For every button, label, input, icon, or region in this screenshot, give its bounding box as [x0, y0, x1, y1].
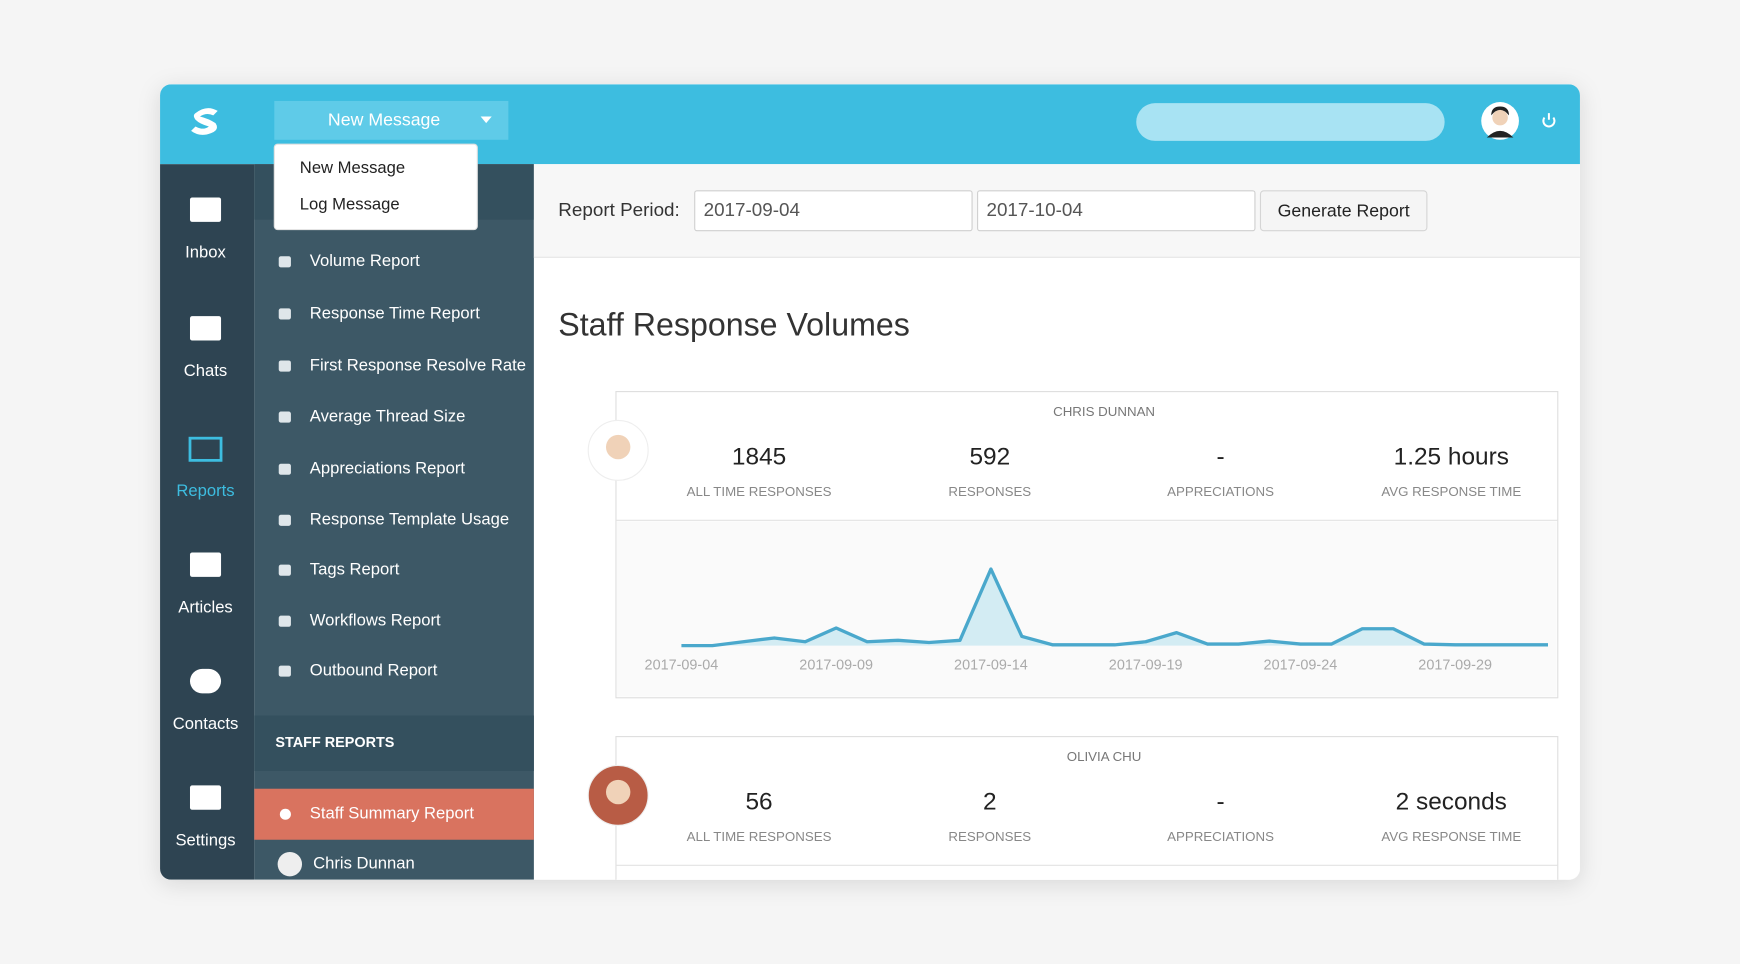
- section-heading: STAFF REPORTS: [275, 735, 394, 751]
- nav-label[interactable]: Settings: [175, 830, 235, 849]
- nav-icon[interactable]: [189, 785, 222, 810]
- stat-label: RESPONSES: [948, 484, 1031, 499]
- stat-label: AVG RESPONSE TIME: [1381, 829, 1521, 844]
- dropdown-items: New Message Log Message: [300, 158, 405, 214]
- menu-icon: [278, 411, 291, 423]
- stat-value: 56: [745, 789, 772, 816]
- stat-value: -: [1216, 789, 1224, 816]
- menu-item[interactable]: Response Template Usage: [310, 510, 509, 529]
- menu-icon: [278, 665, 291, 677]
- nav-label[interactable]: Articles: [178, 597, 233, 616]
- staff-menu-item[interactable]: Chris Dunnan: [313, 854, 415, 873]
- nav-icon[interactable]: [189, 197, 222, 222]
- nav-label[interactable]: Chats: [184, 361, 227, 380]
- end-date-input[interactable]: [977, 190, 1256, 232]
- avatar-face: [1492, 109, 1508, 126]
- app: Report Period: 2017-09-04 2017-10-04 Gen…: [160, 84, 1580, 880]
- menu-item[interactable]: Average Thread Size: [310, 406, 466, 425]
- stat-label: APPRECIATIONS: [1167, 484, 1274, 499]
- cards: CHRIS DUNNAN 1845 ALL TIME RESPONSES 592 RES…: [587, 391, 1559, 880]
- avatar-hair: [1491, 106, 1509, 116]
- stat-value: 1845: [732, 444, 786, 471]
- menu-item[interactable]: Outbound Report: [310, 661, 438, 680]
- stat-label: ALL TIME RESPONSES: [687, 484, 832, 499]
- compose-label[interactable]: New Message: [328, 110, 441, 130]
- stat-value: 592: [969, 444, 1010, 471]
- staff-card: [615, 736, 1559, 880]
- page-title: Staff Response Volumes: [558, 307, 910, 343]
- power-icon[interactable]: [1542, 113, 1556, 128]
- stat-value: 1.25 hours: [1394, 444, 1509, 471]
- menu-item[interactable]: Appreciations Report: [310, 459, 466, 478]
- dropdown-item[interactable]: New Message: [300, 158, 405, 177]
- x-tick-label: 2017-09-24: [1264, 657, 1338, 673]
- stat-value: 2: [983, 789, 997, 816]
- menu-icon: [278, 564, 291, 576]
- generate-button[interactable]: [1259, 190, 1428, 232]
- menu-icon: [278, 360, 291, 372]
- nav-icon[interactable]: [188, 436, 223, 462]
- stat-label: ALL TIME RESPONSES: [687, 829, 832, 844]
- nav-icon[interactable]: [189, 668, 222, 694]
- avatar-body: [1486, 130, 1514, 138]
- stat-label: RESPONSES: [948, 829, 1031, 844]
- menu-avatar: [277, 851, 303, 877]
- staff-name: CHRIS DUNNAN: [1053, 404, 1155, 419]
- x-tick-label: 2017-09-14: [954, 657, 1028, 673]
- menu-item[interactable]: Tags Report: [310, 560, 400, 579]
- nav-label[interactable]: Reports: [176, 481, 234, 500]
- chart-line: [681, 567, 1549, 648]
- menu-icon: [278, 308, 291, 320]
- menu-icon: [278, 463, 291, 475]
- staff-avatar-face: [605, 779, 631, 805]
- stat-label: AVG RESPONSE TIME: [1381, 484, 1521, 499]
- stat-label: APPRECIATIONS: [1167, 829, 1274, 844]
- x-tick-label: 2017-09-04: [645, 657, 719, 673]
- menus: Inbox Chats Reports Articles Contacts Setting…: [173, 197, 526, 877]
- menu-icon: [278, 514, 291, 526]
- stat-value: 2 seconds: [1396, 789, 1507, 816]
- staff-menu-item[interactable]: Staff Summary Report: [310, 804, 475, 823]
- menu-icon: [278, 615, 291, 627]
- chart-area: [617, 521, 1557, 697]
- x-tick-label: 2017-09-09: [799, 657, 873, 673]
- staff-avatar-face: [605, 434, 631, 460]
- stat-value: -: [1216, 444, 1224, 471]
- menu-item[interactable]: Response Time Report: [310, 303, 480, 322]
- staff-section-band: [254, 715, 534, 771]
- dropdown-item[interactable]: Log Message: [300, 195, 400, 214]
- menu-icon: [279, 808, 291, 820]
- search-bar[interactable]: [1136, 103, 1445, 141]
- active-menu-item[interactable]: [254, 788, 534, 840]
- logo: [191, 108, 218, 135]
- compose-dropdown: [273, 143, 478, 231]
- period-label: Report Period:: [558, 199, 680, 220]
- nav-icon[interactable]: [189, 552, 222, 577]
- nav-icon[interactable]: [189, 316, 222, 341]
- dropdown-caret[interactable]: [480, 116, 492, 124]
- staff-name: OLIVIA CHU: [1067, 749, 1142, 764]
- menu-item[interactable]: First Response Resolve Rate: [310, 355, 526, 374]
- nav-label[interactable]: Contacts: [173, 714, 239, 733]
- nav-label[interactable]: Inbox: [185, 242, 226, 261]
- compose-button[interactable]: [274, 100, 509, 140]
- x-tick-label: 2017-09-19: [1109, 657, 1183, 673]
- start-date[interactable]: 2017-09-04: [704, 199, 800, 220]
- icon-rail: [160, 164, 255, 880]
- end-date[interactable]: 2017-10-04: [986, 199, 1082, 220]
- menu-item[interactable]: Volume Report: [310, 251, 420, 270]
- menu-item[interactable]: Workflows Report: [310, 611, 441, 630]
- menu-icon: [278, 256, 291, 268]
- generate-label[interactable]: Generate Report: [1278, 201, 1410, 221]
- start-date-input[interactable]: [694, 190, 973, 232]
- x-tick-label: 2017-09-29: [1418, 657, 1492, 673]
